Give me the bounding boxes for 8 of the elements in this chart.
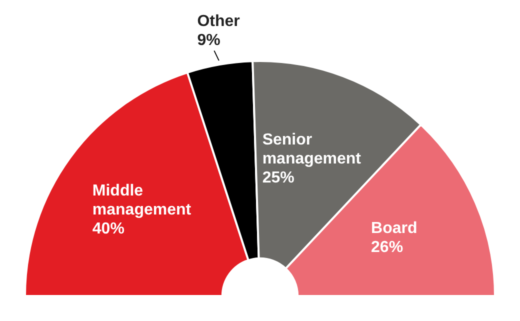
data-label: 25% — [262, 170, 294, 187]
data-label: 40% — [92, 220, 124, 238]
slice-label: Other — [197, 13, 240, 30]
slice-label: Middle management — [92, 182, 192, 218]
data-label: 26% — [371, 238, 404, 256]
data-label: 9% — [197, 32, 220, 50]
slice-label: Senior management — [262, 132, 362, 168]
slice-label: Board — [371, 220, 418, 237]
